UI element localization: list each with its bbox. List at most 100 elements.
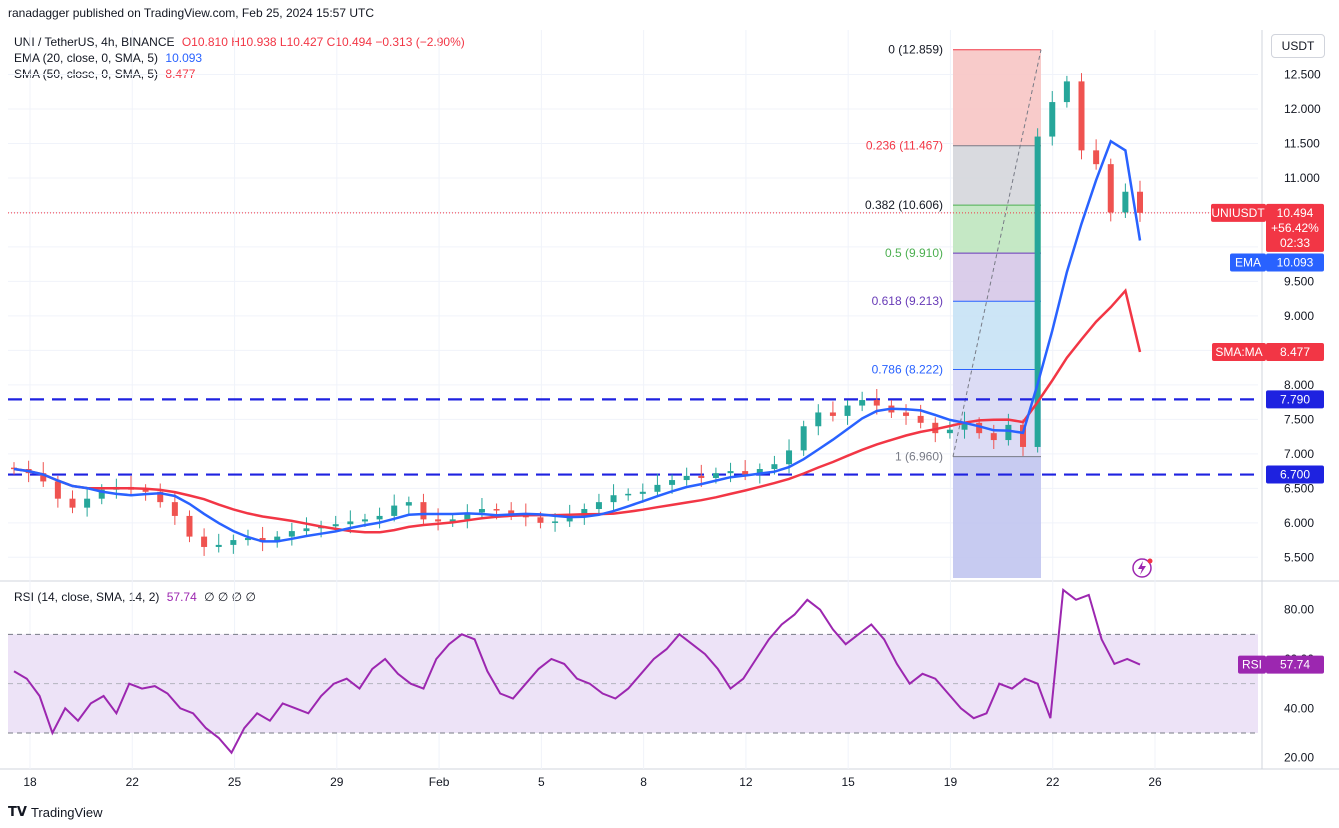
price-tick-label: 11.000 bbox=[1284, 171, 1320, 185]
candle-body bbox=[435, 519, 442, 522]
candle-body bbox=[873, 400, 880, 406]
alert-lightning-bolt-icon bbox=[1138, 561, 1146, 575]
candle-body bbox=[1005, 424, 1012, 441]
candle-body bbox=[98, 489, 105, 499]
candle-body bbox=[537, 517, 544, 523]
candle-body bbox=[464, 512, 471, 520]
candle-body bbox=[405, 502, 412, 506]
candle-body bbox=[54, 481, 61, 499]
ema-legend-row[interactable]: EMA (20, close, 0, SMA, 5) 10.093 bbox=[14, 50, 465, 66]
symbol-price-text: 10.494 bbox=[1277, 206, 1314, 220]
fib-level-label: 0.618 (9.213) bbox=[872, 294, 943, 308]
candle-body bbox=[800, 426, 807, 451]
symbol-name-tag-text: UNIUSDT bbox=[1211, 206, 1265, 220]
time-tick-label: 18 bbox=[23, 775, 37, 789]
candle-body bbox=[903, 412, 910, 416]
fib-zone bbox=[953, 205, 1041, 254]
fib-zone bbox=[953, 301, 1041, 370]
candle-body bbox=[361, 519, 368, 522]
candle-body bbox=[1107, 164, 1114, 213]
candle-body bbox=[230, 540, 237, 545]
footer-brand: TradingView bbox=[30, 804, 103, 820]
price-tags: UNIUSDT 10.494+56.42%02:33 EMA 10.093 SMA:MA… bbox=[1132, 203, 1324, 674]
candle-body bbox=[1049, 102, 1056, 137]
rsi-legend-label: RSI (14, close, SMA, 14, 2) bbox=[14, 590, 160, 604]
time-tick-label: 8 bbox=[640, 775, 647, 789]
candle-body bbox=[1137, 191, 1143, 213]
candle-body bbox=[11, 467, 17, 470]
rsi-value-tag-text: 57.74 bbox=[1280, 658, 1310, 672]
rsi-tick-label: 20.00 bbox=[1284, 751, 1314, 765]
rsi-name-tag bbox=[1238, 655, 1266, 674]
candle-body bbox=[1093, 150, 1100, 165]
price-tick-label: 7.000 bbox=[1284, 447, 1314, 461]
symbol-label: UNI / TetherUS, 4h, BINANCE bbox=[14, 35, 175, 49]
fib-level-label: 0.382 (10.606) bbox=[865, 198, 943, 212]
price-tick-label: 6.000 bbox=[1284, 516, 1314, 530]
fib-level-label: 0.786 (8.222) bbox=[872, 363, 943, 377]
candle-body bbox=[493, 509, 500, 511]
ema-value-tag bbox=[1266, 253, 1324, 272]
symbol-timer-text: 02:33 bbox=[1280, 236, 1310, 250]
price-tick-label: 11.500 bbox=[1284, 136, 1320, 150]
candle-body bbox=[552, 521, 559, 523]
fib-trend-line bbox=[952, 49, 1042, 457]
candle-body bbox=[756, 469, 763, 475]
moving-averages bbox=[13, 139, 1142, 543]
sma-name-tag-text: SMA:MA bbox=[1215, 345, 1262, 359]
fib-zone bbox=[953, 369, 1041, 457]
candle-body bbox=[508, 510, 515, 515]
candle-body bbox=[347, 521, 354, 525]
support-tag-text: 6.700 bbox=[1280, 468, 1310, 482]
time-tick-label: 29 bbox=[330, 775, 344, 789]
time-tick-label: 26 bbox=[1148, 775, 1162, 789]
alert-lightning-icon bbox=[1132, 558, 1152, 578]
rsi-line bbox=[13, 588, 1141, 755]
candle-body bbox=[1122, 191, 1129, 213]
fib-level-label: 0.236 (11.467) bbox=[866, 139, 943, 153]
ema-name-tag-text: EMA bbox=[1235, 256, 1261, 270]
rsi-tick-label: 40.00 bbox=[1284, 701, 1314, 715]
time-tick-label: 12 bbox=[739, 775, 753, 789]
candle-body bbox=[712, 473, 719, 478]
candle-body bbox=[976, 422, 983, 434]
candle-body bbox=[1078, 81, 1085, 151]
footer: 𝗧𝗩 TradingView bbox=[8, 804, 102, 820]
fib-zone bbox=[953, 456, 1041, 578]
price-tick-label: 5.500 bbox=[1284, 550, 1314, 564]
price-tick-label: 12.500 bbox=[1284, 67, 1321, 81]
alert-dot-icon bbox=[1147, 558, 1153, 564]
candle-body bbox=[654, 484, 661, 492]
candle-body bbox=[859, 400, 866, 406]
rsi-name-tag-text: RSI bbox=[1242, 658, 1262, 672]
candle-body bbox=[69, 498, 76, 508]
price-tick-label: 7.500 bbox=[1284, 412, 1314, 426]
publisher-line: ranadagger published on TradingView.com,… bbox=[8, 6, 375, 20]
candle-body bbox=[990, 433, 997, 441]
candle-body bbox=[259, 537, 266, 543]
candle-body bbox=[376, 515, 383, 520]
ema-name-tag bbox=[1230, 253, 1266, 272]
time-tick-label: 22 bbox=[1046, 775, 1060, 789]
currency-button[interactable]: USDT bbox=[1271, 34, 1325, 58]
fib-level-label: 1 (6.960) bbox=[895, 450, 943, 464]
fib-level-label: 0.5 (9.910) bbox=[885, 246, 943, 260]
candle-body bbox=[1020, 424, 1027, 447]
sma-value-tag-text: 8.477 bbox=[1280, 345, 1310, 359]
candle-body bbox=[581, 509, 588, 516]
candle-body bbox=[610, 495, 617, 503]
candle-body bbox=[186, 515, 193, 537]
resistance-tag-text: 7.790 bbox=[1280, 392, 1310, 406]
price-tick-label: 12.000 bbox=[1284, 102, 1321, 116]
rsi-legend-value: 57.74 bbox=[166, 590, 197, 604]
candle-body bbox=[625, 493, 632, 496]
rsi-value-tag bbox=[1266, 655, 1324, 674]
symbol-row[interactable]: UNI / TetherUS, 4h, BINANCE O10.810 H10.… bbox=[14, 34, 465, 50]
sma-value-tag bbox=[1266, 342, 1324, 361]
candle-body bbox=[40, 473, 47, 482]
candle-body bbox=[683, 475, 690, 481]
candle-body bbox=[917, 415, 924, 423]
rsi-legend-row[interactable]: RSI (14, close, SMA, 14, 2) 57.74 ∅ ∅ ∅ … bbox=[14, 590, 256, 604]
candle-body bbox=[84, 498, 91, 508]
